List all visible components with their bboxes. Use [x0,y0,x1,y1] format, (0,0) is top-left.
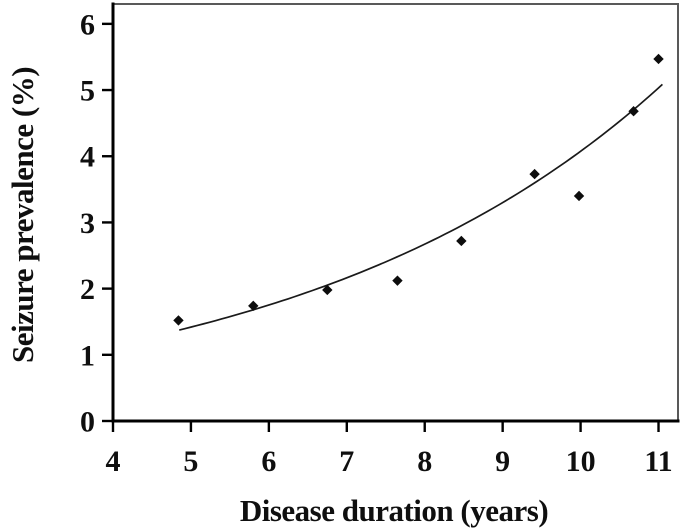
x-tick-label: 11 [644,445,672,478]
y-tick-label: 5 [80,75,95,108]
y-tick-label: 1 [80,339,95,372]
x-tick-label: 10 [566,445,596,478]
data-point [628,106,639,117]
y-tick-label: 6 [80,8,95,41]
x-axis-title: Disease duration (years) [240,493,548,528]
axis-ticks [102,22,660,432]
y-tick-label: 4 [80,141,95,174]
plot-frame [111,2,680,423]
x-tick-label: 4 [106,445,121,478]
y-axis-title: Seizure prevalence (%) [5,67,40,363]
x-tick-label: 6 [261,445,276,478]
trend-line [179,83,663,331]
x-tick-label: 7 [339,445,354,478]
x-tick-label: 5 [183,445,198,478]
data-point [573,190,585,202]
data-point [392,275,403,286]
trend-curve [179,83,663,331]
plot-border-box [112,3,679,422]
axis-tick-labels: 4 5 6 7 8 9 10 11 0 1 2 3 4 5 6 [80,8,673,478]
data-point [248,300,259,312]
data-point [322,284,333,296]
y-tick-label: 3 [80,207,95,240]
data-point [173,315,184,326]
x-tick-label: 9 [495,445,510,478]
scatter-points [173,53,664,326]
y-tick-label: 2 [80,273,95,306]
data-point [653,53,664,65]
data-point [456,235,467,247]
data-point [529,168,540,180]
y-tick-label: 0 [80,406,95,439]
x-tick-label: 8 [417,445,432,478]
